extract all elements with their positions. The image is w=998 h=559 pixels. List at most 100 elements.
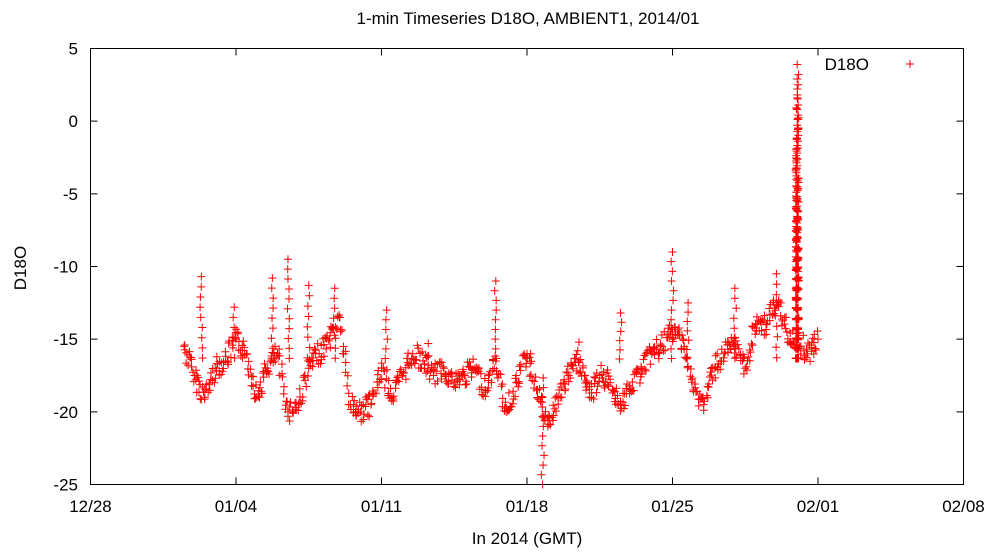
- data-point: [197, 272, 206, 281]
- data-point: [348, 392, 357, 401]
- data-point: [791, 354, 800, 363]
- data-point: [304, 312, 313, 321]
- data-point: [599, 368, 608, 377]
- data-point: [180, 342, 189, 351]
- data-point: [549, 411, 558, 420]
- data-point: [566, 374, 575, 382]
- data-point: [537, 470, 546, 479]
- data-point: [792, 264, 801, 273]
- data-point: [538, 402, 547, 411]
- plot-frame: [90, 48, 964, 485]
- data-point: [752, 312, 761, 321]
- data-point: [481, 392, 490, 401]
- data-point: [341, 347, 350, 356]
- data-point: [285, 284, 294, 293]
- data-point: [794, 111, 803, 120]
- data-point: [794, 343, 803, 352]
- data-point: [604, 382, 613, 391]
- data-point: [408, 349, 417, 358]
- data-point: [285, 294, 294, 303]
- data-point: [757, 326, 766, 335]
- data-point: [269, 304, 278, 313]
- data-point: [525, 353, 534, 362]
- data-point: [669, 296, 678, 305]
- data-point: [234, 329, 243, 338]
- data-point: [550, 404, 559, 413]
- data-point: [509, 387, 518, 396]
- data-point: [793, 141, 802, 150]
- data-point: [343, 371, 352, 380]
- data-point: [528, 376, 537, 385]
- data-point: [794, 70, 803, 79]
- x-tick-label: 02/01: [797, 497, 840, 516]
- data-point: [539, 383, 548, 392]
- data-point: [537, 441, 546, 450]
- data-point: [268, 274, 277, 283]
- data-point: [682, 354, 691, 363]
- data-point: [424, 351, 433, 360]
- data-point: [640, 365, 649, 374]
- data-point: [473, 365, 482, 374]
- data-point: [730, 333, 739, 342]
- data-point: [675, 323, 684, 332]
- data-point: [401, 375, 410, 384]
- data-point: [341, 358, 350, 367]
- data-point: [192, 371, 201, 380]
- data-point: [392, 376, 401, 385]
- data-point: [578, 363, 587, 372]
- data-point: [730, 354, 739, 363]
- data-point: [285, 417, 294, 426]
- data-point: [420, 359, 429, 368]
- data-point: [668, 267, 677, 276]
- data-point: [439, 362, 448, 371]
- data-point: [384, 376, 393, 385]
- data-point: [265, 370, 274, 379]
- data-point: [632, 364, 641, 373]
- x-axis-label: In 2014 (GMT): [472, 529, 583, 548]
- data-point: [187, 355, 196, 364]
- data-point: [279, 382, 288, 391]
- data-point: [433, 377, 442, 386]
- data-point: [399, 369, 408, 378]
- x-tick-label: 01/25: [651, 497, 694, 516]
- data-point: [326, 328, 335, 337]
- chart-title: 1-min Timeseries D18O, AMBIENT1, 2014/01: [357, 9, 700, 28]
- data-point: [333, 312, 342, 321]
- data-point: [615, 336, 624, 345]
- data-point: [683, 317, 692, 326]
- data-point: [792, 234, 801, 243]
- data-point: [791, 242, 800, 251]
- data-point: [198, 323, 207, 332]
- y-tick-label: 0: [69, 112, 78, 131]
- data-point: [484, 383, 493, 392]
- data-point: [331, 354, 340, 363]
- data-point: [678, 335, 687, 344]
- data-point: [772, 301, 781, 310]
- data-point: [219, 364, 228, 373]
- data-point: [538, 432, 547, 441]
- data-point: [616, 309, 625, 318]
- data-point: [546, 420, 555, 429]
- data-point: [792, 284, 801, 293]
- data-point: [461, 380, 470, 389]
- data-point: [687, 375, 696, 384]
- data-point: [526, 359, 535, 368]
- data-point: [552, 392, 561, 401]
- data-point: [441, 372, 450, 381]
- data-point: [794, 174, 803, 183]
- data-point: [792, 222, 801, 231]
- data-point: [226, 353, 235, 362]
- data-point: [757, 318, 766, 327]
- data-point: [619, 404, 628, 413]
- data-point: [268, 324, 277, 333]
- data-point: [310, 345, 319, 354]
- data-point: [574, 356, 583, 365]
- data-point: [793, 232, 802, 241]
- data-point: [269, 294, 278, 303]
- data-point: [331, 344, 340, 353]
- y-tick-label: -25: [53, 476, 78, 495]
- data-point: [217, 358, 226, 367]
- data-point: [540, 451, 549, 460]
- data-point: [793, 324, 802, 333]
- data-point: [476, 369, 485, 378]
